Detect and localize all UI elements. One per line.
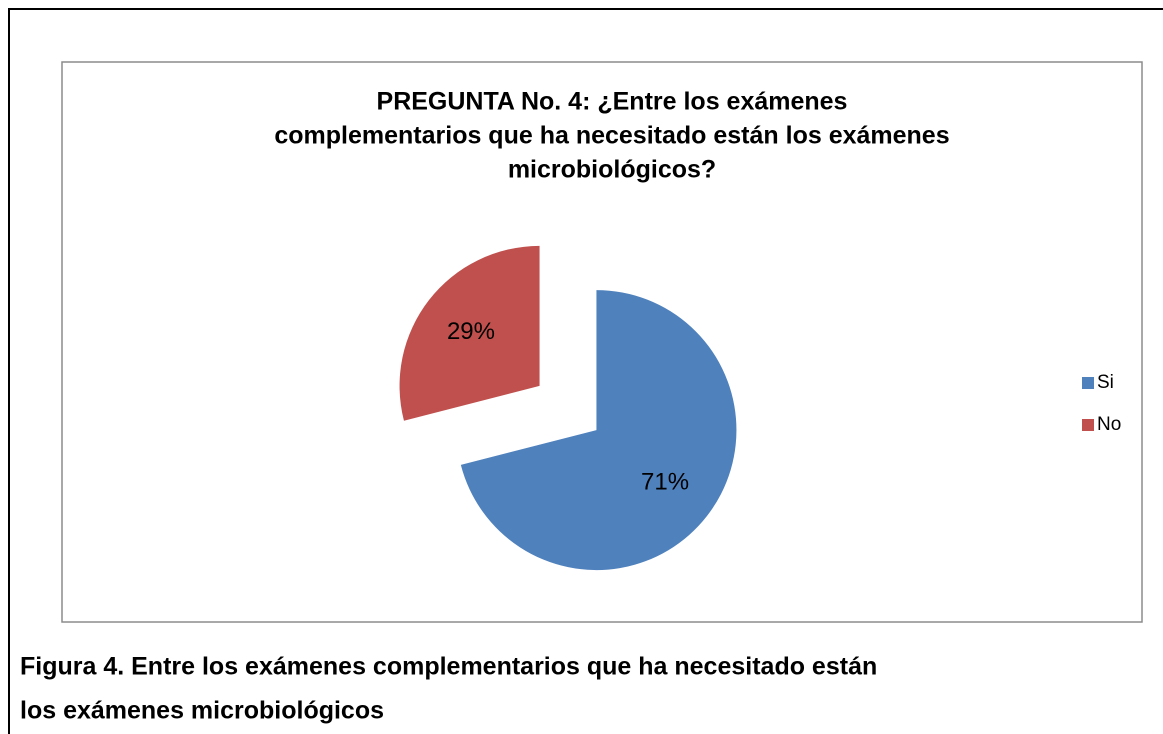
chart-title-line: microbiológicos?	[508, 156, 716, 184]
legend-swatch	[1082, 419, 1094, 431]
chart-title-line: complementarios que ha necesitado están …	[274, 122, 949, 150]
data-label: 29%	[447, 318, 495, 345]
chart-title: PREGUNTA No. 4: ¿Entre los exámenes compl…	[274, 88, 949, 184]
legend-label: Si	[1097, 372, 1114, 393]
pie-slice	[460, 290, 737, 571]
legend-swatch	[1082, 377, 1094, 389]
caption: los exámenes microbiológicos	[20, 697, 384, 725]
frame	[8, 8, 1163, 734]
data-label: 71%	[641, 469, 689, 496]
legend-label: No	[1097, 414, 1121, 435]
pie-slice	[399, 245, 540, 421]
chart-title-line: PREGUNTA No. 4: ¿Entre los exámenes	[377, 88, 848, 116]
caption: Figura 4. Entre los exámenes complementa…	[20, 653, 877, 681]
